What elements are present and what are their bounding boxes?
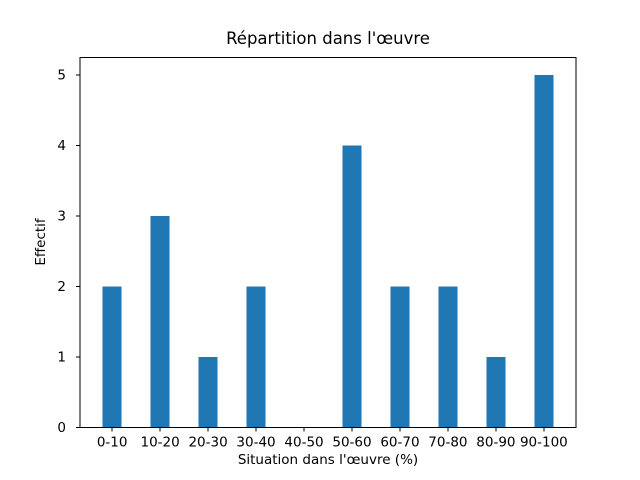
x-tick-label: 10-20 (140, 435, 179, 451)
bar-80-90 (486, 357, 506, 428)
bar-90-100 (534, 75, 554, 428)
y-tick-label: 0 (57, 420, 66, 436)
x-tick-label: 60-70 (380, 435, 419, 451)
bar-0-10 (102, 286, 122, 428)
x-axis-label: Situation dans l'œuvre (%) (237, 452, 419, 468)
bar-30-40 (246, 286, 266, 428)
x-tick-label: 80-90 (476, 435, 515, 451)
bar-70-80 (438, 286, 458, 428)
x-tick-label: 20-30 (188, 435, 227, 451)
bar-60-70 (390, 286, 410, 428)
x-tick-label: 50-60 (332, 435, 371, 451)
bar-10-20 (150, 216, 170, 428)
x-tick-label: 40-50 (284, 435, 323, 451)
bar-20-30 (198, 357, 218, 428)
x-tick-label: 30-40 (236, 435, 275, 451)
y-tick-label: 4 (57, 138, 66, 154)
y-tick-label: 2 (57, 279, 66, 295)
x-tick-label: 70-80 (428, 435, 467, 451)
x-tick-label: 0-10 (97, 435, 128, 451)
x-tick-label: 90-100 (520, 435, 568, 451)
y-tick-label: 3 (57, 209, 66, 225)
y-tick-label: 5 (57, 68, 66, 84)
plot-border (79, 57, 577, 428)
bar-50-60 (342, 145, 362, 428)
y-tick-label: 1 (57, 350, 66, 366)
chart-title: Répartition dans l'œuvre (226, 29, 430, 48)
